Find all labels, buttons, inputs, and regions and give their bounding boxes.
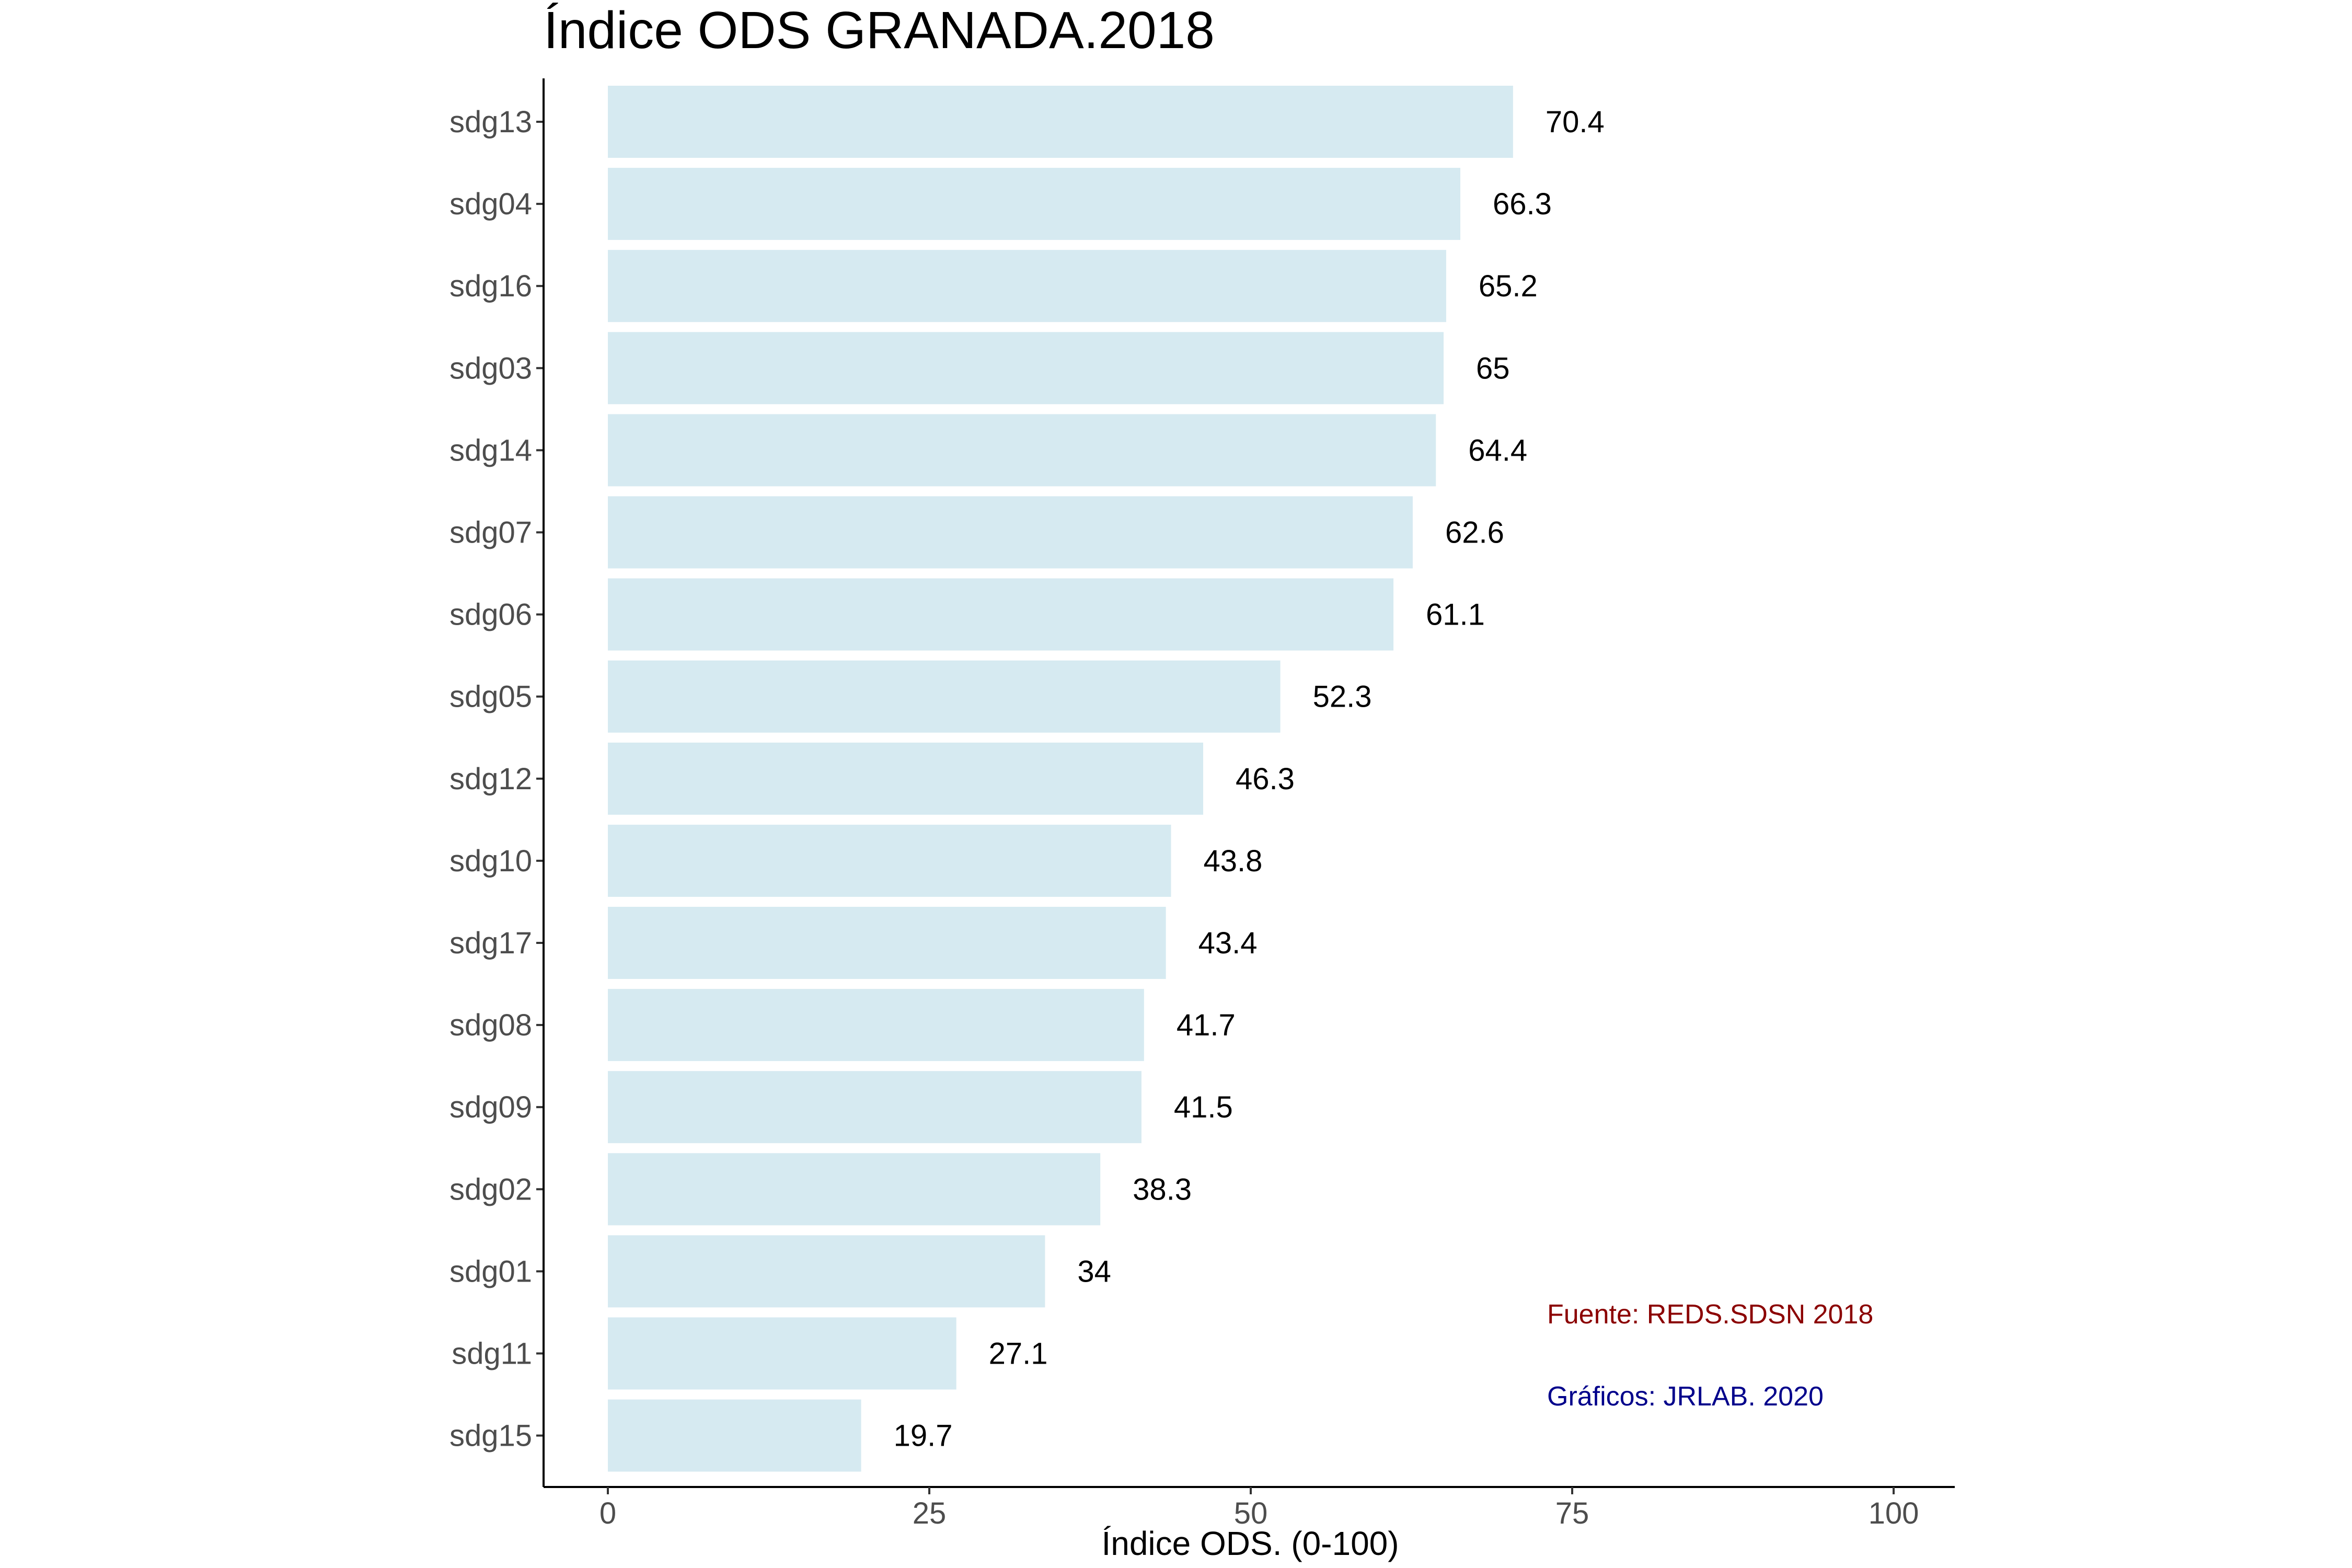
data-label-sdg14: 64.4	[1468, 433, 1527, 467]
bar-sdg08	[608, 989, 1144, 1062]
y-tick-label-sdg04: sdg04	[449, 187, 532, 221]
data-label-sdg06: 61.1	[1426, 598, 1485, 632]
data-label-sdg07: 62.6	[1445, 516, 1504, 550]
y-tick-label-sdg08: sdg08	[449, 1008, 532, 1042]
annotation-credits: Gráficos: JRLAB. 2020	[1547, 1381, 1824, 1412]
y-tick-label-sdg05: sdg05	[449, 680, 532, 714]
data-labels-group: 70.4 66.3 65.2 65 64.4 62.6 61.1 52.3 46.3 43.8 43…	[894, 105, 1605, 1453]
y-tick-label-sdg13: sdg13	[449, 105, 532, 139]
data-label-sdg03: 65	[1476, 351, 1510, 385]
y-tick-label-sdg14: sdg14	[449, 433, 532, 467]
data-label-sdg15: 19.7	[894, 1419, 953, 1453]
y-tick-label-sdg03: sdg03	[449, 351, 532, 385]
data-label-sdg09: 41.5	[1174, 1090, 1233, 1124]
x-tick-label-75: 75	[1555, 1496, 1589, 1530]
bar-sdg03	[608, 332, 1444, 405]
data-label-sdg12: 46.3	[1236, 762, 1295, 796]
bar-sdg04	[608, 168, 1460, 240]
y-tick-label-sdg09: sdg09	[449, 1090, 532, 1124]
data-label-sdg08: 41.7	[1177, 1008, 1236, 1042]
annotation-source: Fuente: REDS.SDSN 2018	[1547, 1299, 1873, 1330]
x-tick-label-100: 100	[1869, 1496, 1919, 1530]
bar-sdg10	[608, 824, 1171, 897]
y-tick-label-sdg12: sdg12	[449, 762, 532, 796]
data-label-sdg04: 66.3	[1493, 187, 1552, 221]
x-tick-label-0: 0	[599, 1496, 616, 1530]
data-label-sdg11: 27.1	[989, 1337, 1048, 1371]
bar-sdg12	[608, 742, 1203, 815]
bar-sdg05	[608, 660, 1281, 733]
data-label-sdg05: 52.3	[1313, 680, 1372, 714]
y-tick-label-sdg01: sdg01	[449, 1254, 532, 1288]
x-axis: 0 25 50 75 100	[544, 1486, 1955, 1530]
data-label-sdg16: 65.2	[1479, 269, 1538, 303]
bar-sdg01	[608, 1235, 1045, 1308]
chart-title: Índice ODS GRANADA.2018	[544, 1, 1215, 60]
bar-sdg02	[608, 1153, 1101, 1226]
x-tick-label-50: 50	[1234, 1496, 1268, 1530]
bars-group	[608, 86, 1513, 1472]
y-tick-label-sdg17: sdg17	[449, 926, 532, 960]
data-label-sdg10: 43.8	[1203, 844, 1262, 878]
data-label-sdg17: 43.4	[1198, 926, 1258, 960]
bar-sdg13	[608, 86, 1513, 158]
y-tick-label-sdg07: sdg07	[449, 516, 532, 550]
y-tick-label-sdg06: sdg06	[449, 598, 532, 632]
bar-sdg06	[608, 578, 1394, 651]
y-tick-label-sdg10: sdg10	[449, 844, 532, 878]
bar-sdg07	[608, 496, 1413, 569]
data-label-sdg02: 38.3	[1133, 1172, 1192, 1206]
bar-sdg15	[608, 1399, 861, 1472]
bar-sdg09	[608, 1071, 1142, 1144]
bar-sdg14	[608, 414, 1436, 487]
y-axis: sdg13 sdg04 sdg16 sdg03 sdg14 sdg07 sdg06 sdg05…	[449, 78, 545, 1487]
x-axis-label: Índice ODS. (0-100)	[1101, 1525, 1399, 1562]
bar-sdg11	[608, 1317, 956, 1390]
annotations-group: Fuente: REDS.SDSN 2018 Gráficos: JRLAB. 2…	[1547, 1299, 1873, 1412]
y-tick-label-sdg15: sdg15	[449, 1419, 532, 1453]
y-tick-label-sdg11: sdg11	[452, 1337, 532, 1371]
data-label-sdg13: 70.4	[1546, 105, 1605, 139]
data-label-sdg01: 34	[1077, 1254, 1111, 1288]
bar-sdg17	[608, 907, 1166, 979]
x-tick-label-25: 25	[913, 1496, 947, 1530]
y-tick-label-sdg16: sdg16	[449, 269, 532, 303]
bar-sdg16	[608, 250, 1446, 322]
y-tick-label-sdg02: sdg02	[449, 1172, 532, 1206]
